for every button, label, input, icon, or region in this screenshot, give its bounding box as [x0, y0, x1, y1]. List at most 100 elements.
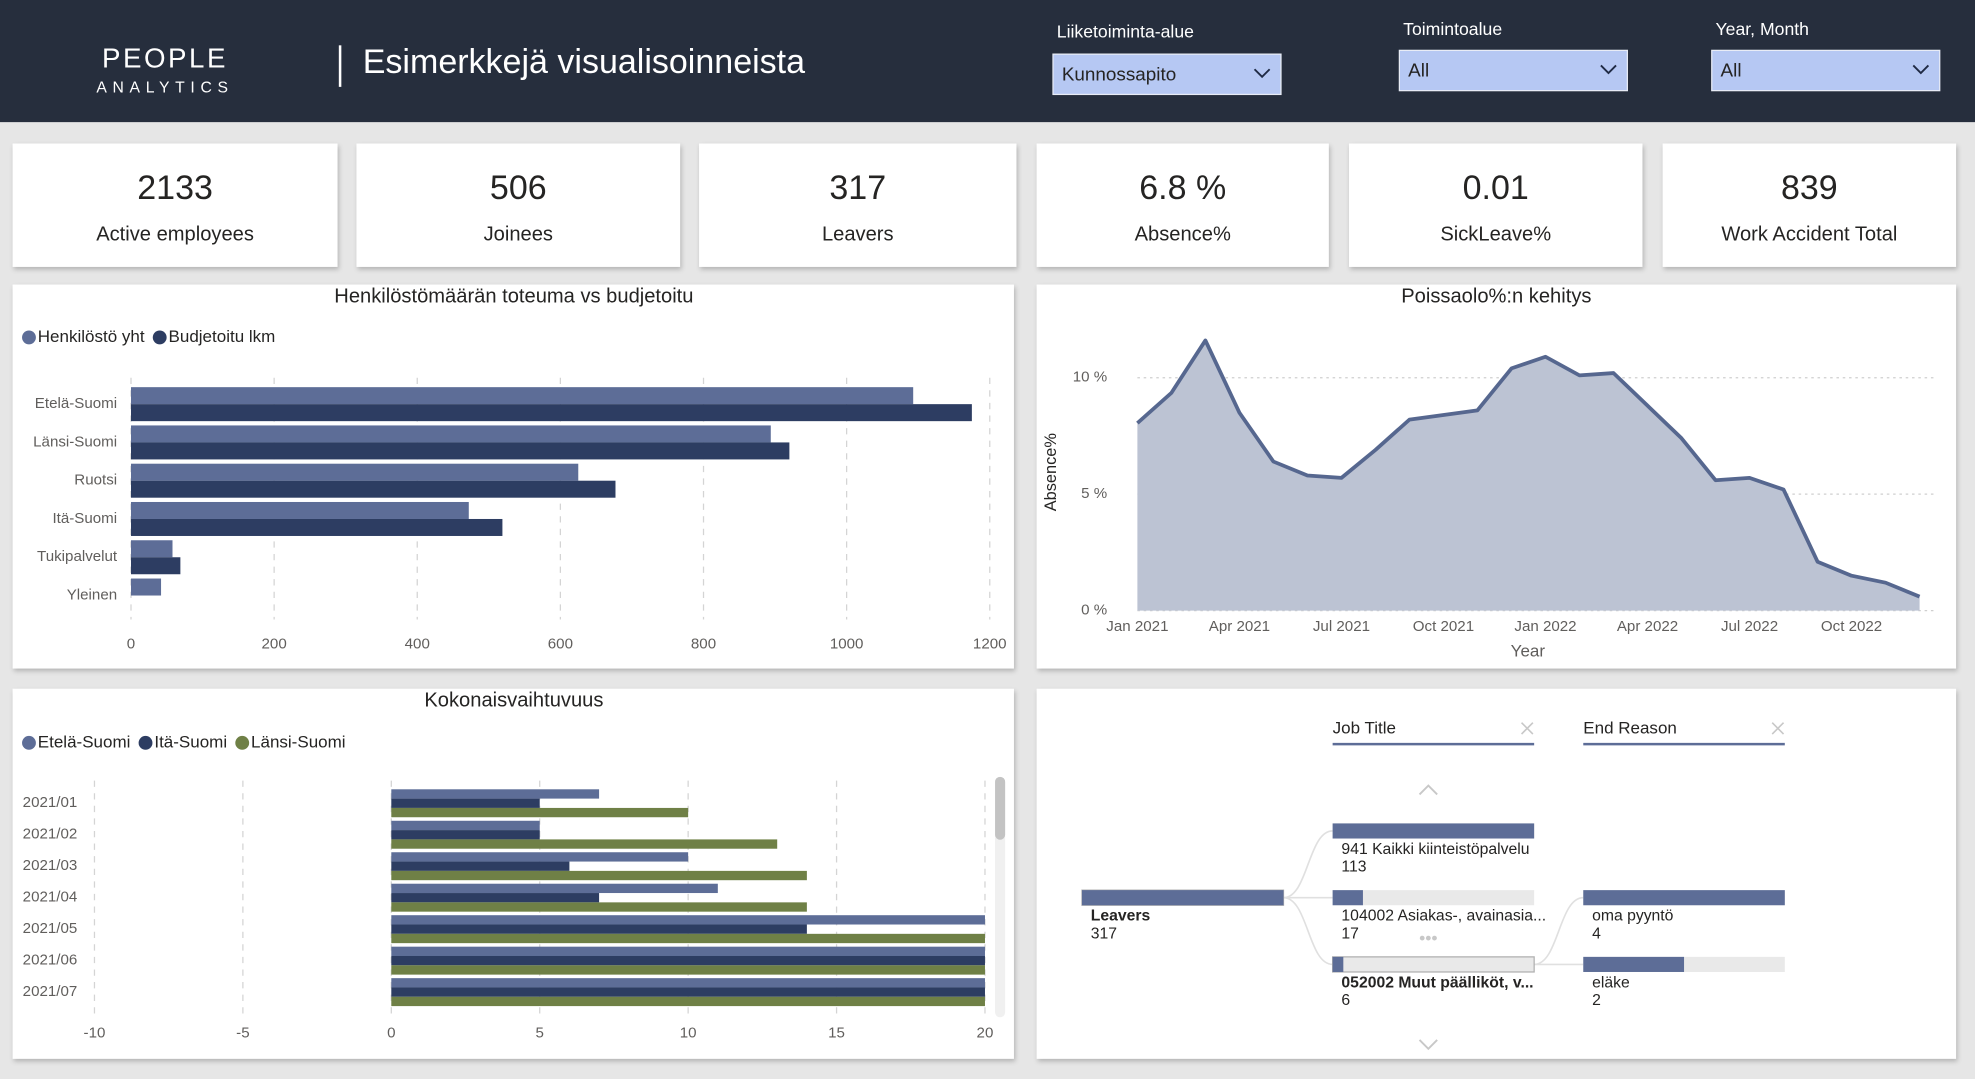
y-tick-label: Ruotsi: [74, 472, 117, 489]
y-tick-label: 2021/03: [23, 857, 78, 874]
node-value: 317: [1091, 925, 1117, 942]
node-label[interactable]: oma pyyntö: [1592, 908, 1674, 925]
bar: [391, 946, 985, 956]
bar[interactable]: [1583, 890, 1785, 906]
x-tick-label: -10: [84, 1025, 106, 1042]
bar: [391, 830, 540, 840]
y-tick-label: Etelä-Suomi: [35, 395, 117, 412]
connector: [1283, 830, 1333, 899]
node-value[interactable]: 2: [1592, 992, 1601, 1009]
legend-swatch: [22, 735, 36, 750]
kpi-card: [356, 143, 681, 267]
bar: [391, 807, 689, 818]
legend-label: Länsi-Suomi: [251, 732, 346, 751]
bar[interactable]: [1332, 823, 1535, 839]
filter-value[interactable]: All: [1408, 61, 1429, 82]
scrollbar-thumb[interactable]: [995, 776, 1006, 840]
y-tick-label: 10 %: [1073, 369, 1107, 386]
level-header: End Reason: [1583, 718, 1677, 737]
bar[interactable]: [1332, 956, 1344, 972]
bar: [391, 955, 985, 966]
node-value[interactable]: 6: [1341, 992, 1350, 1009]
x-tick-label: 15: [828, 1025, 845, 1042]
filter-label: Liiketoiminta-alue: [1057, 21, 1194, 41]
bar: [391, 924, 807, 934]
bar: [130, 463, 579, 481]
filter-dropdown[interactable]: [1711, 49, 1941, 92]
kpi-value: 506: [490, 169, 547, 207]
panel: [1036, 688, 1957, 1059]
x-tick-label: 20: [977, 1025, 994, 1042]
bar: [130, 518, 503, 536]
dropdown-chevron[interactable]: [1912, 64, 1930, 75]
bar: [130, 557, 181, 575]
bar: [391, 978, 985, 988]
node-label[interactable]: eläke: [1592, 974, 1630, 991]
dropdown-chevron[interactable]: [1600, 64, 1617, 75]
bar: [130, 540, 173, 558]
node-label[interactable]: 941 Kaikki kiinteistöpalvelu: [1341, 841, 1529, 858]
x-tick-label: Jan 2021: [1106, 618, 1168, 635]
chart-title: Henkilöstömäärän toteuma vs budjetoitu: [334, 285, 693, 307]
logo-bottom: ANALYTICS: [96, 79, 233, 96]
bar[interactable]: [1332, 890, 1363, 906]
x-tick-label: Oct 2021: [1413, 618, 1474, 635]
x-tick-label: 0: [387, 1025, 395, 1042]
y-tick-label: Länsi-Suomi: [33, 433, 117, 450]
legend-swatch: [152, 330, 167, 345]
legend-swatch: [22, 330, 36, 345]
bar-track[interactable]: [1332, 890, 1535, 906]
bar: [391, 965, 985, 975]
filter-value[interactable]: All: [1721, 61, 1742, 82]
kpi-card: [12, 143, 338, 267]
remove-level[interactable]: [1771, 722, 1785, 735]
kpi-value: 2133: [137, 169, 213, 207]
line: [1136, 338, 1921, 599]
y-tick-label: 5 %: [1081, 485, 1107, 502]
connector: [1283, 896, 1333, 966]
bar: [130, 442, 790, 460]
y-axis-title: Absence%: [1042, 433, 1060, 511]
scroll-up[interactable]: [1418, 784, 1438, 796]
connector: [1534, 896, 1584, 966]
bar: [391, 861, 570, 871]
bar: [391, 839, 778, 849]
scroll-down[interactable]: [1418, 1039, 1438, 1051]
bar: [391, 883, 718, 894]
x-tick-label: 200: [262, 636, 287, 653]
x-tick-label: 5: [536, 1025, 544, 1042]
header-bar: [0, 0, 1975, 123]
dropdown-chevron[interactable]: [1253, 68, 1271, 79]
area-fill: [1137, 340, 1920, 611]
node-value[interactable]: 17: [1341, 925, 1359, 942]
x-tick-label: Jul 2021: [1313, 618, 1370, 635]
filter-value[interactable]: Kunnossapito: [1062, 65, 1176, 86]
bar: [130, 425, 771, 443]
node-label[interactable]: 052002 Muut päälliköt, v...: [1341, 974, 1533, 991]
filter-dropdown[interactable]: [1052, 53, 1282, 96]
bar[interactable]: [1583, 956, 1685, 972]
remove-level[interactable]: [1520, 722, 1534, 735]
legend-label: Itä-Suomi: [154, 732, 227, 751]
bar-track[interactable]: [1331, 956, 1535, 973]
filter-dropdown[interactable]: [1398, 49, 1628, 92]
kpi-label: SickLeave%: [1440, 224, 1551, 246]
node-label[interactable]: 104002 Asiakas-, avainasia...: [1341, 908, 1546, 925]
bar: [391, 870, 807, 881]
x-tick-label: 1000: [830, 636, 864, 653]
x-tick-label: 800: [691, 636, 716, 653]
bar: [391, 915, 985, 925]
y-tick-label: Itä-Suomi: [52, 510, 117, 527]
y-tick-label: 2021/04: [23, 889, 78, 906]
node-value[interactable]: 113: [1341, 859, 1366, 876]
y-tick-label: 2021/05: [23, 920, 78, 937]
bar: [391, 933, 985, 944]
node-value[interactable]: 4: [1592, 925, 1601, 942]
y-tick-label: 2021/06: [23, 952, 78, 969]
kpi-label: Absence%: [1135, 224, 1231, 246]
chart-title: Poissaolo%:n kehitys: [1401, 285, 1591, 307]
bar: [391, 798, 540, 808]
filter-label: Toimintoalue: [1403, 19, 1502, 39]
page-title: Esimerkkejä visualisoinneista: [363, 43, 805, 81]
